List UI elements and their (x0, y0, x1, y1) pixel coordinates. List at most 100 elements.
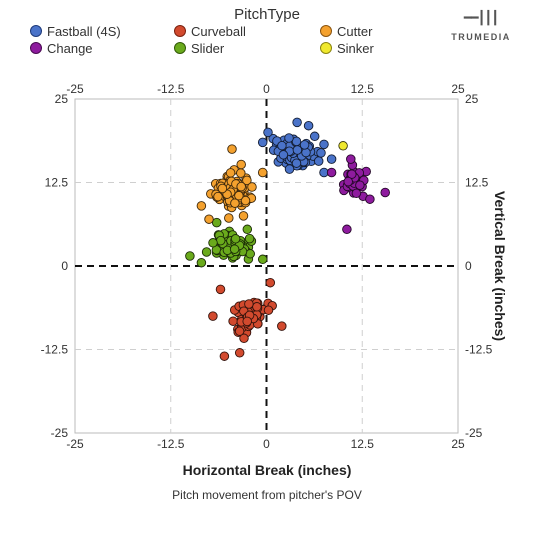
pitch-point-fastball-4s (284, 133, 294, 143)
legend-item-curveball[interactable]: Curveball (174, 24, 246, 39)
x-tick-label-bottom: -25 (66, 437, 84, 451)
pitch-point-slider (215, 235, 226, 246)
pitch-point-cutter (257, 167, 268, 178)
pitch-point-cutter (217, 183, 228, 194)
chart-subtitle: Pitch movement from pitcher's POV (172, 488, 362, 502)
trumedia-logo-wordmark: TRUMEDIA (451, 32, 511, 42)
pitch-point-curveball (228, 316, 238, 326)
pitch-point-curveball (252, 302, 262, 312)
legend-label: Fastball (4S) (47, 24, 121, 39)
pitch-point-curveball (263, 305, 274, 315)
pitch-point-fastball-4s (263, 127, 273, 138)
pitch-point-curveball (219, 351, 230, 361)
pitch-point-cutter (236, 159, 246, 170)
legend-item-cutter[interactable]: Cutter (320, 24, 372, 39)
pitch-point-change (355, 180, 365, 190)
pitch-point-change (343, 176, 353, 187)
pitch-point-change (326, 167, 337, 178)
pitch-point-sinker (338, 141, 348, 151)
legend-item-change[interactable]: Change (30, 41, 93, 56)
pitch-point-slider (201, 247, 212, 257)
legend-item-sinker[interactable]: Sinker (320, 41, 374, 56)
pitch-point-cutter (240, 195, 251, 206)
x-tick-label-top: 12.5 (351, 82, 375, 96)
fastball-swatch (30, 25, 42, 37)
pitch-point-cutter (213, 191, 223, 202)
pitch-point-curveball (215, 284, 226, 295)
pitch-point-fastball-4s (292, 145, 303, 155)
y-tick-label-right: 12.5 (465, 176, 489, 190)
y-tick-label-right: 0 (465, 259, 472, 273)
pitch-point-cutter (234, 190, 244, 201)
pitch-point-slider (244, 233, 255, 244)
pitch-point-cutter (236, 168, 246, 178)
slider-swatch (174, 42, 186, 54)
pitch-point-slider (230, 234, 241, 244)
pitch-point-fastball-4s (292, 117, 302, 128)
pitch-point-change (351, 188, 362, 199)
pitch-point-cutter (225, 168, 236, 178)
y-axis-label: Vertical Break (inches) (492, 190, 508, 342)
pitch-point-fastball-4s (303, 120, 314, 131)
pitch-point-curveball (242, 316, 252, 327)
y-tick-label-right: 25 (465, 92, 479, 106)
x-tick-label-top: 0 (263, 82, 270, 96)
legend-label: Change (47, 41, 93, 56)
legend-item-slider[interactable]: Slider (174, 41, 224, 56)
pitch-point-fastball-4s (278, 150, 289, 160)
y-tick-label-right: -25 (465, 426, 483, 440)
pitch-point-fastball-4s (309, 131, 320, 142)
x-tick-label-top: 25 (451, 82, 465, 96)
pitch-point-fastball-4s (291, 158, 302, 168)
trumedia-logo-mark: ━━┃┃┃ (463, 11, 499, 26)
y-tick-label-left: -25 (51, 426, 69, 440)
pitch-point-slider (185, 251, 195, 261)
y-tick-label-left: 25 (55, 92, 69, 106)
x-tick-label-bottom: 0 (263, 437, 270, 451)
pitch-point-slider (211, 217, 222, 228)
pitch-point-fastball-4s (301, 147, 311, 158)
pitch-point-fastball-4s (277, 140, 287, 151)
legend-item-fastball[interactable]: Fastball (4S) (30, 24, 121, 39)
pitch-point-cutter (227, 144, 237, 154)
pitch-point-curveball (234, 348, 245, 358)
pitch-point-fastball-4s (257, 137, 268, 148)
pitch-point-slider (257, 254, 268, 265)
pitch-point-curveball (239, 333, 249, 344)
pitch-point-slider (229, 244, 240, 254)
x-tick-label-bottom: -12.5 (157, 437, 185, 451)
sinker-swatch (320, 42, 332, 54)
legend-label: Cutter (337, 24, 373, 39)
pitch-point-fastball-4s (313, 156, 324, 166)
pitch-point-fastball-4s (299, 140, 310, 150)
cutter-swatch (320, 25, 332, 37)
change-swatch (30, 42, 42, 54)
pitch-point-curveball (244, 299, 254, 309)
x-tick-label-bottom: 12.5 (351, 437, 375, 451)
y-tick-label-left: -12.5 (41, 343, 69, 357)
legend-label: Slider (191, 41, 225, 56)
x-tick-label-top: -12.5 (157, 82, 185, 96)
y-tick-label-left: 12.5 (45, 176, 69, 190)
pitch-point-slider (242, 224, 253, 235)
pitch-point-slider (196, 257, 207, 268)
pitch-point-fastball-4s (316, 148, 326, 158)
pitch-point-change (346, 154, 356, 164)
pitch-point-cutter (204, 214, 214, 224)
pitch-point-curveball (277, 321, 287, 331)
pitch-point-curveball (234, 326, 245, 336)
pitch-point-change (342, 224, 352, 235)
pitch-point-cutter (238, 211, 249, 221)
legend-label: Curveball (191, 24, 246, 39)
x-tick-label-top: -25 (66, 82, 84, 96)
pitch-point-cutter (230, 198, 240, 208)
legend-title: PitchType (234, 6, 300, 23)
x-axis-label: Horizontal Break (inches) (182, 462, 352, 478)
pitch-point-change (380, 187, 390, 198)
pitch-point-change (347, 169, 357, 179)
legend-label: Sinker (337, 41, 374, 56)
pitch-point-cutter (242, 175, 252, 186)
y-tick-label-right: -12.5 (465, 343, 493, 357)
pitch-point-curveball (208, 311, 218, 321)
